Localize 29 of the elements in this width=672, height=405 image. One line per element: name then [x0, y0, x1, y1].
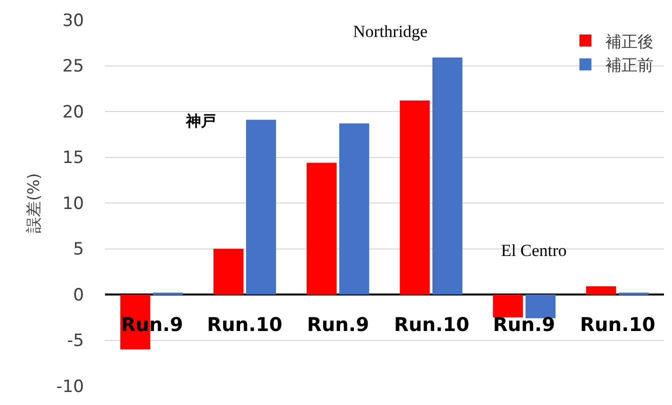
y-tick-label: 0 — [73, 285, 84, 306]
annotation: El Centro — [501, 241, 567, 260]
y-axis-title: 誤差(%) — [24, 173, 44, 233]
annotation: Northridge — [353, 22, 428, 41]
bar — [339, 123, 370, 294]
x-tick-label: Run.10 — [394, 314, 470, 336]
y-tick-label: 15 — [62, 148, 84, 168]
bar — [400, 100, 430, 294]
y-tick-label: 20 — [62, 102, 84, 122]
bar — [306, 162, 337, 294]
x-tick-label: Run.9 — [307, 314, 370, 336]
annotation: 神戸 — [185, 112, 216, 130]
bar — [246, 120, 276, 294]
bar — [432, 58, 462, 294]
x-tick-label: Run.10 — [207, 314, 282, 336]
legend-label: 補正前 — [605, 56, 654, 75]
bar — [526, 294, 556, 318]
y-tick-label: 25 — [62, 56, 84, 77]
y-tick-label: 10 — [62, 194, 84, 214]
y-tick-label: 5 — [73, 240, 84, 260]
bar — [492, 294, 523, 318]
y-tick-label: -5 — [67, 331, 84, 352]
y-tick-label: 30 — [62, 10, 84, 31]
legend-label: 補正後 — [605, 32, 654, 51]
bar — [586, 286, 616, 294]
x-tick-label: Run.10 — [580, 314, 656, 336]
x-tick-label: Run.9 — [493, 314, 556, 336]
bar — [213, 248, 244, 294]
y-tick-label: -10 — [56, 376, 84, 397]
